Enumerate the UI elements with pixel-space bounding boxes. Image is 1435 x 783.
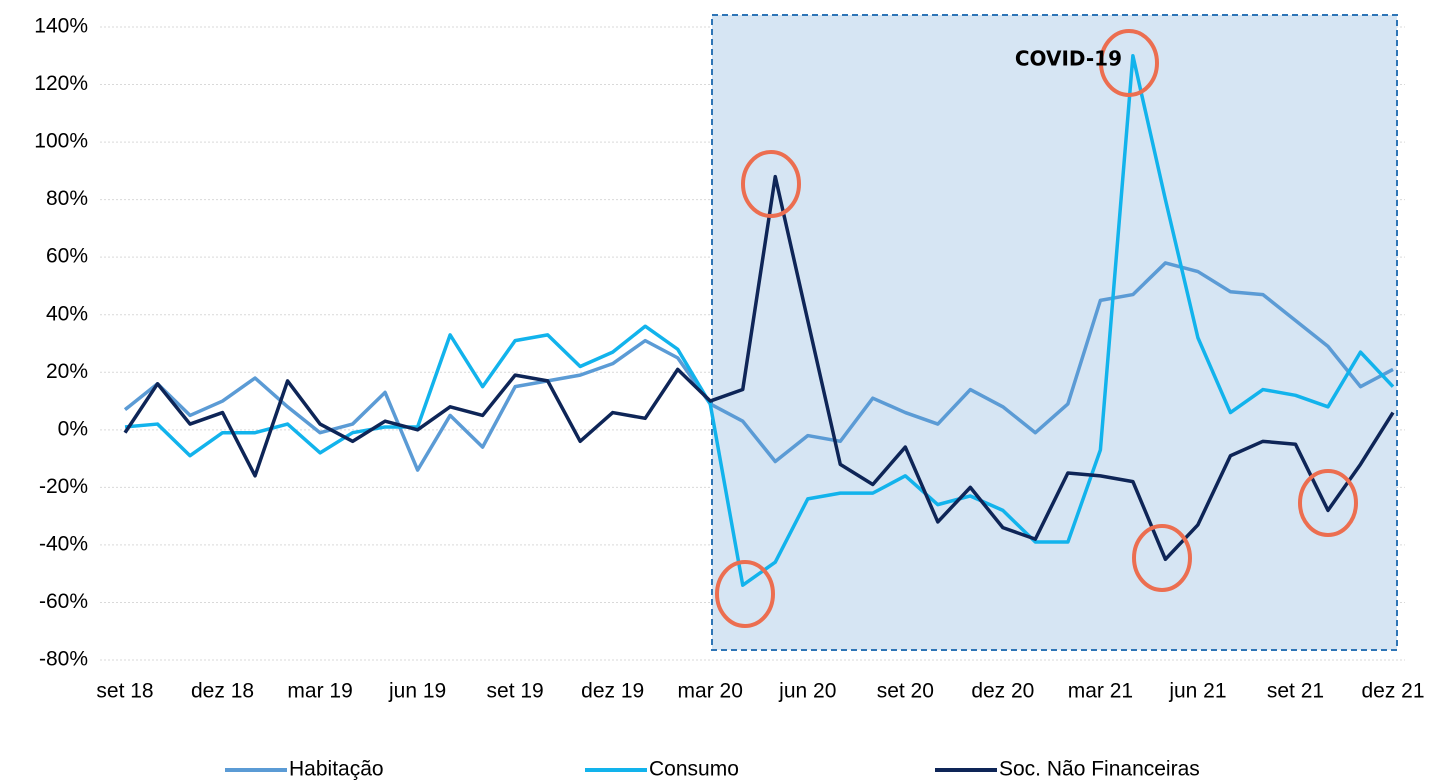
highlight (741, 150, 801, 218)
y-tick-label: 140% (34, 15, 88, 38)
x-tick-label: jun 19 (388, 680, 446, 703)
x-tick-label: jun 21 (1168, 680, 1226, 703)
highlight (715, 560, 775, 628)
legend-label: Consumo (649, 758, 739, 781)
y-tick-label: 20% (46, 360, 88, 383)
y-tick-label: -40% (39, 532, 88, 555)
annotation: COVID-19 (1015, 47, 1122, 71)
x-tick-label: set 21 (1267, 680, 1324, 703)
series-line (123, 174, 1395, 562)
x-tick-label: set 20 (877, 680, 934, 703)
x-tick-label: dez 20 (971, 680, 1034, 703)
x-tick-label: dez 21 (1361, 680, 1424, 703)
covid-period (711, 14, 1398, 651)
x-tick-label: jun 20 (778, 680, 836, 703)
highlight (1132, 524, 1192, 592)
x-tick-label: mar 20 (678, 680, 743, 703)
legend-label: Habitação (289, 758, 384, 781)
y-tick-label: 60% (46, 245, 88, 268)
y-tick-label: 0% (58, 417, 88, 440)
y-tick-label: -60% (39, 590, 88, 613)
x-tick-label: set 19 (487, 680, 544, 703)
y-tick-label: 120% (34, 72, 88, 95)
x-tick-label: mar 19 (287, 680, 352, 703)
highlights (715, 29, 1358, 628)
highlight (1298, 469, 1358, 537)
x-tick-label: dez 19 (581, 680, 644, 703)
y-tick-label: -20% (39, 475, 88, 498)
plot (123, 54, 1395, 587)
y-tick-label: -80% (39, 648, 88, 671)
y-tick-label: 80% (46, 187, 88, 210)
y-tick-label: 100% (34, 130, 88, 153)
x-tick-label: mar 21 (1068, 680, 1133, 703)
series-line (124, 54, 1395, 587)
y-tick-label: 40% (46, 302, 88, 325)
legend-label: Soc. Não Financeiras (999, 758, 1200, 781)
highlight (1099, 29, 1159, 97)
x-tick-label: set 18 (96, 680, 153, 703)
x-tick-label: dez 18 (191, 680, 254, 703)
